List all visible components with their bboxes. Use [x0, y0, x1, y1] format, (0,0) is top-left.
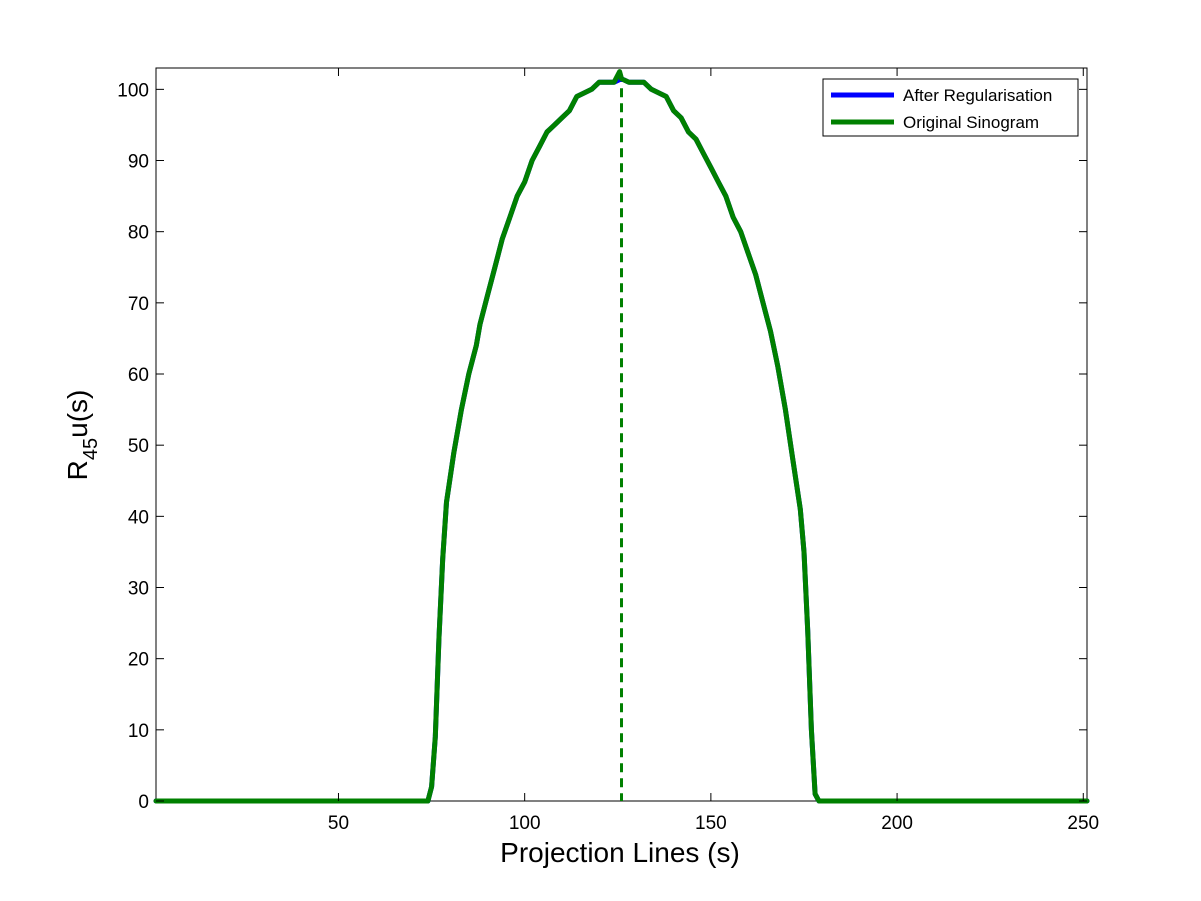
- series-line-original-sinogram: [153, 69, 1090, 804]
- y-tick-label: 30: [128, 579, 149, 600]
- x-tick-label: 250: [1067, 813, 1099, 834]
- y-axis-ticks: 0 10 20 30 40 50 60 70 80 90 100: [117, 80, 1087, 813]
- legend-label-original-sinogram: Original Sinogram: [903, 113, 1039, 132]
- series-layer: [153, 69, 1090, 804]
- y-tick-label: 70: [128, 294, 149, 315]
- x-tick-label: 150: [695, 813, 727, 834]
- y-tick-label: 20: [128, 650, 149, 671]
- legend: After Regularisation Original Sinogram: [822, 78, 1079, 137]
- y-tick-label: 0: [138, 792, 149, 813]
- y-tick-label: 90: [128, 152, 149, 173]
- x-tick-label: 200: [881, 813, 913, 834]
- x-tick-label: 50: [328, 813, 349, 834]
- y-tick-label: 60: [128, 365, 149, 386]
- y-tick-label: 10: [128, 721, 149, 742]
- y-axis-title: R45u(s): [62, 390, 102, 481]
- y-tick-label: 40: [128, 507, 149, 528]
- x-axis-title: Projection Lines (s): [500, 837, 740, 868]
- x-tick-label: 100: [509, 813, 541, 834]
- legend-label-after-regularisation: After Regularisation: [903, 86, 1052, 105]
- legend-box: [822, 78, 1079, 137]
- y-tick-label: 50: [128, 436, 149, 457]
- x-axis-ticks: 50 100 150 200 250: [328, 68, 1099, 834]
- y-tick-label: 100: [117, 80, 149, 101]
- y-tick-label: 80: [128, 223, 149, 244]
